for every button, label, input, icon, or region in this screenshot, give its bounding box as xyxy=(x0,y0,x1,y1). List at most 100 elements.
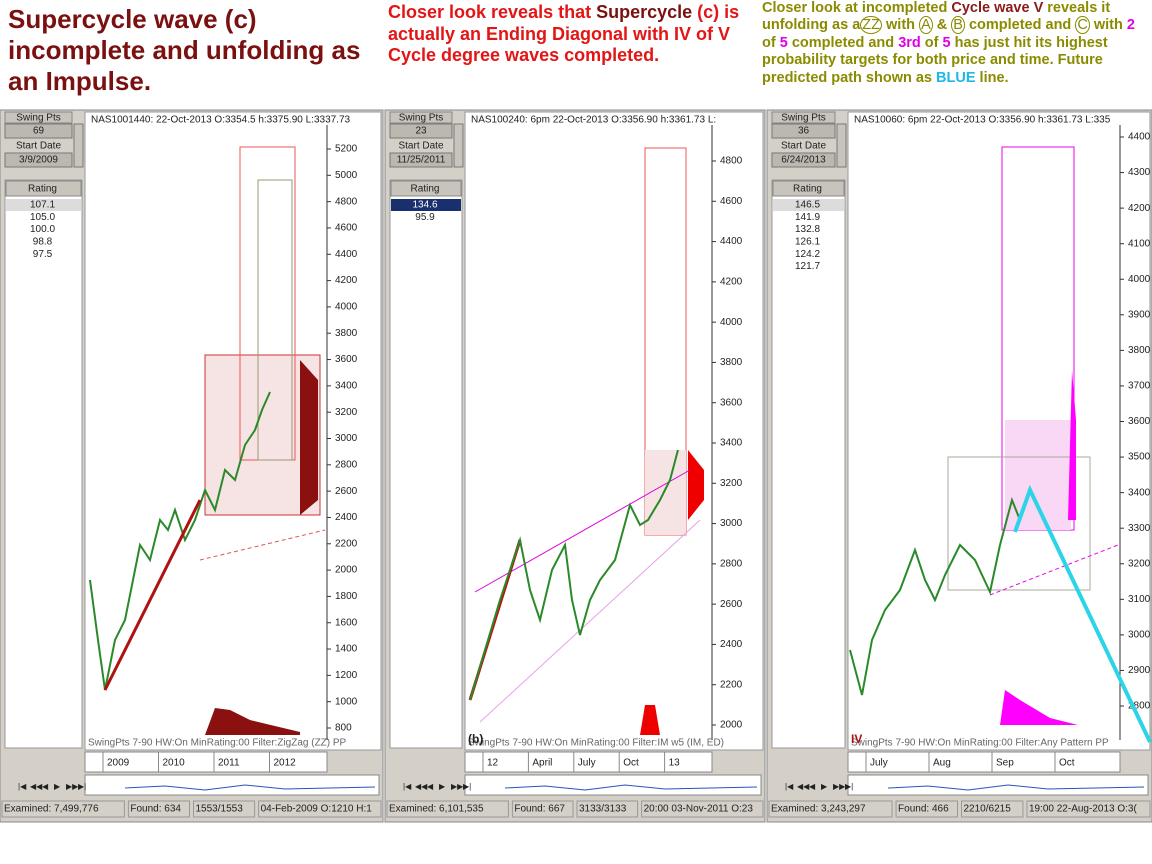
corner-label: (b) xyxy=(468,732,483,746)
time-label: 13 xyxy=(669,758,681,769)
status-text: Examined: 6,101,535 xyxy=(389,804,484,815)
corner-label: IV xyxy=(851,732,862,746)
status-text: 1553/1553 xyxy=(196,804,244,815)
input[interactable] xyxy=(4,123,73,139)
symbol-info: NAS1001440: 22-Oct-2013 O:3354.5 h:3375.… xyxy=(91,115,351,126)
rating[interactable]: 126.1 xyxy=(795,237,820,248)
input[interactable] xyxy=(771,123,836,139)
y-tick-label: 3800 xyxy=(720,357,743,368)
rating[interactable]: 95.9 xyxy=(415,212,435,223)
status-text: 20:00 03-Nov-2011 O:23 xyxy=(644,804,754,815)
y-tick-label: 4200 xyxy=(335,275,358,286)
y-tick-label: 4400 xyxy=(720,236,743,247)
player-button[interactable]: ▶▶ xyxy=(66,782,79,791)
input[interactable] xyxy=(389,152,453,168)
y-tick-label: 3200 xyxy=(335,407,358,418)
footer: SwingPts 7-90 HW:On MinRating:00 Filter:… xyxy=(468,738,724,749)
spinner xyxy=(836,123,847,168)
input[interactable] xyxy=(771,152,836,168)
player-button[interactable]: ▶ xyxy=(821,782,828,791)
swing-value: 69 xyxy=(33,126,45,137)
y-tick-label: 1800 xyxy=(335,591,358,602)
rating[interactable]: 107.1 xyxy=(30,200,55,211)
status-cell xyxy=(961,800,1024,818)
text: 5 xyxy=(779,34,788,51)
player-button[interactable]: ▶▶ xyxy=(451,782,464,791)
rating[interactable]: 98.8 xyxy=(33,237,53,248)
text: BLUE xyxy=(936,69,976,86)
y-tick-label: 4300 xyxy=(1128,167,1151,178)
projected-path xyxy=(1013,484,1152,743)
status-text: Examined: 3,243,297 xyxy=(771,804,866,815)
chart-area xyxy=(464,111,764,751)
y-tick-label: 1000 xyxy=(335,696,358,707)
player-button[interactable]: ▶ xyxy=(54,782,61,791)
status-text: 04-Feb-2009 O:1210 H:1 xyxy=(261,804,373,815)
text: Closer look at incompleted xyxy=(762,0,952,16)
text: ZZ xyxy=(860,16,882,35)
rating[interactable]: 121.7 xyxy=(795,261,820,272)
y-tick-label: 3000 xyxy=(335,433,358,444)
time-label: July xyxy=(870,758,888,769)
rating[interactable]: 100.0 xyxy=(30,224,55,235)
input[interactable] xyxy=(389,123,453,139)
text: 2 xyxy=(1126,17,1135,34)
rating[interactable]: 132.8 xyxy=(795,224,820,235)
y-tick-label: 2800 xyxy=(335,459,358,470)
rating-header xyxy=(390,180,462,197)
rating[interactable]: 105.0 xyxy=(30,212,55,223)
y-tick-label: 2900 xyxy=(1128,665,1151,676)
box xyxy=(645,450,686,535)
spinner xyxy=(453,123,464,168)
status-text: Found: 634 xyxy=(130,804,181,815)
time-axis xyxy=(847,751,1121,773)
chart-area xyxy=(847,111,1151,751)
footer: SwingPts 7-90 HW:On MinRating:00 Filter:… xyxy=(88,738,347,749)
time-label: 12 xyxy=(487,758,499,769)
player-button[interactable]: ◀◀ xyxy=(30,782,43,791)
panel: NAS100240: 6pm 22-Oct-2013 O:3356.90 h:3… xyxy=(384,109,766,823)
player-button[interactable]: ◀ xyxy=(809,782,816,791)
navigator-line xyxy=(887,784,1145,791)
rating-header xyxy=(5,180,82,197)
player-button[interactable]: ◀ xyxy=(427,782,434,791)
swing-label: Swing Pts xyxy=(16,113,60,124)
decor xyxy=(89,146,1152,743)
player-button[interactable]: ▶| xyxy=(845,782,853,791)
rating[interactable]: 97.5 xyxy=(33,249,53,260)
player-button[interactable]: ◀◀ xyxy=(415,782,428,791)
y-tick-label: 4200 xyxy=(720,276,743,287)
rating[interactable]: 134.6 xyxy=(412,200,437,211)
time-label: Sep xyxy=(996,758,1014,769)
rating[interactable]: 124.2 xyxy=(795,249,820,260)
player-button[interactable]: ◀◀ xyxy=(797,782,810,791)
rating[interactable]: 141.9 xyxy=(795,212,820,223)
input[interactable] xyxy=(4,152,73,168)
status-cell xyxy=(386,800,509,818)
player-button[interactable]: ▶| xyxy=(463,782,471,791)
time-label: 2012 xyxy=(274,758,297,769)
rating[interactable]: 146.5 xyxy=(795,200,820,211)
time-label: Aug xyxy=(933,758,951,769)
player-button[interactable]: ▶| xyxy=(78,782,86,791)
player-button[interactable]: ▶▶ xyxy=(833,782,846,791)
text: of xyxy=(762,34,780,51)
y-tick-label: 3400 xyxy=(335,381,358,392)
footer: SwingPts 7-90 HW:On MinRating:00 Filter:… xyxy=(851,738,1109,749)
histogram xyxy=(300,360,318,515)
player-button[interactable]: ◀ xyxy=(42,782,49,791)
player-button[interactable]: |◀ xyxy=(18,782,27,791)
y-tick-label: 2000 xyxy=(720,720,743,731)
start-label: Start Date xyxy=(781,141,826,152)
time-label: April xyxy=(532,758,552,769)
status-cell xyxy=(127,800,190,818)
player-button[interactable]: |◀ xyxy=(785,782,794,791)
player-button[interactable]: ▶ xyxy=(439,782,446,791)
status-text: Found: 466 xyxy=(898,804,949,815)
player-button[interactable]: |◀ xyxy=(403,782,412,791)
navigator xyxy=(84,774,380,796)
start-label: Start Date xyxy=(398,141,443,152)
status-text: Found: 667 xyxy=(514,804,565,815)
text: line. xyxy=(975,69,1009,86)
